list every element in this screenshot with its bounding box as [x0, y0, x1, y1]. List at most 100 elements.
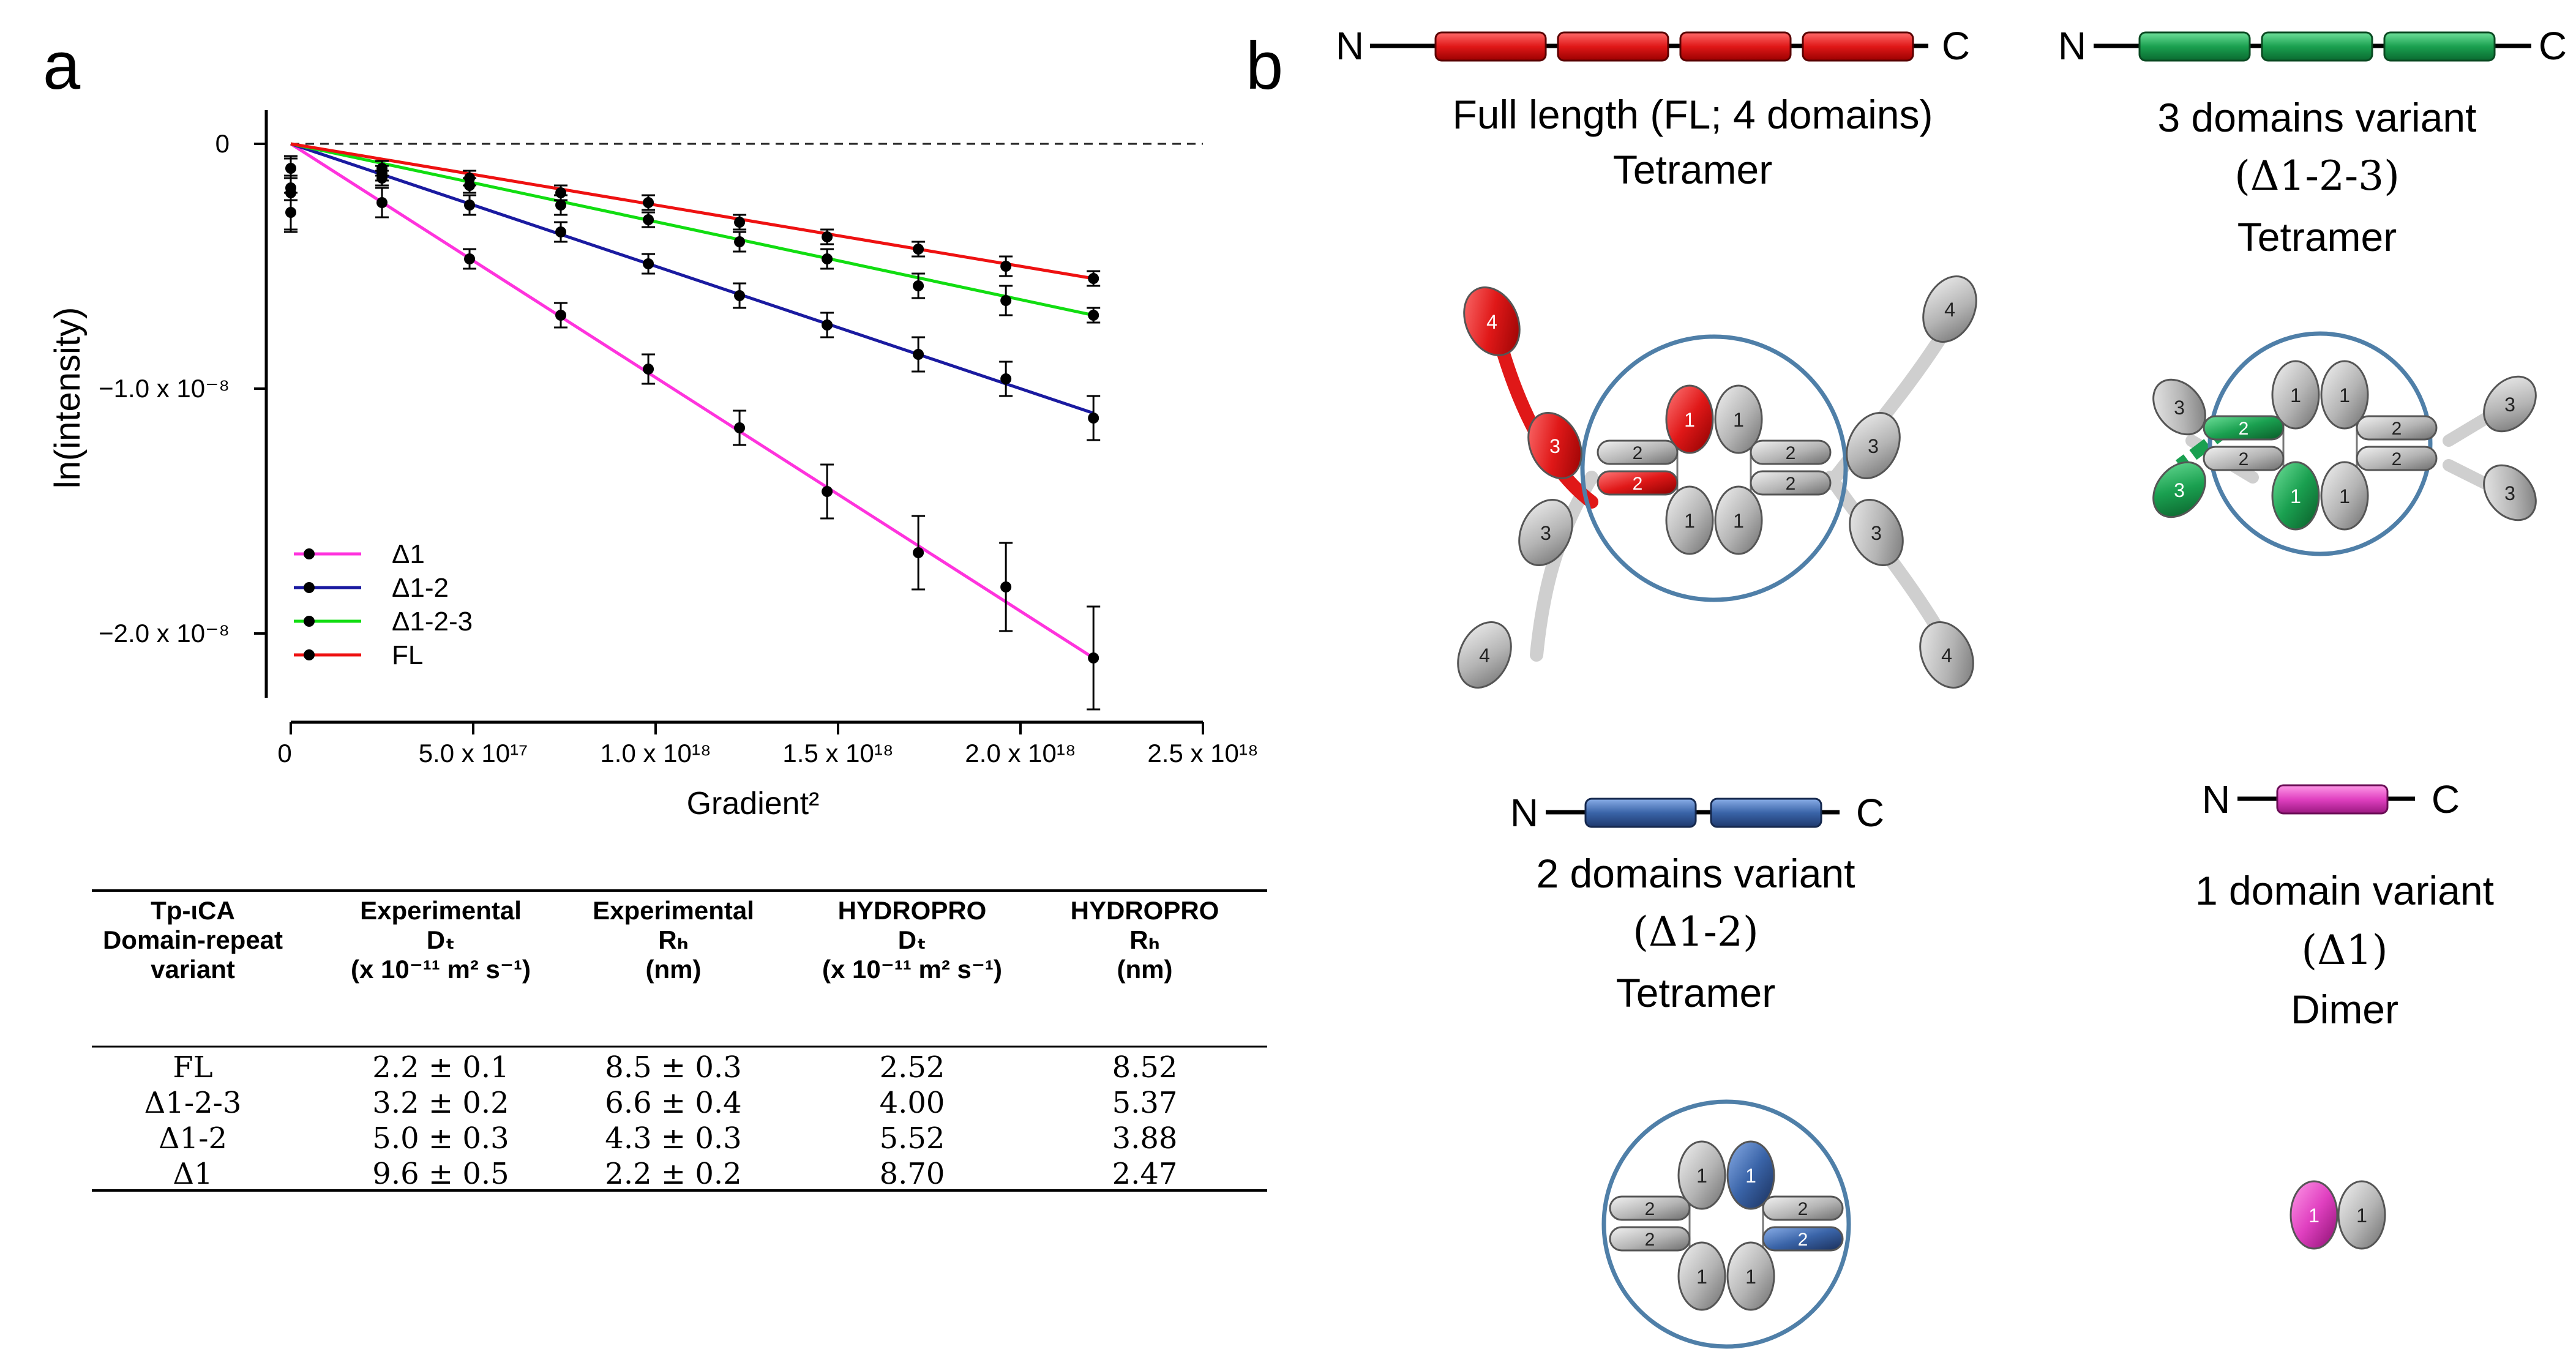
table-cell: 4.3 ± 0.3	[605, 1121, 741, 1156]
point-marker	[734, 217, 746, 228]
d12-domain-bar	[1584, 798, 1697, 828]
table-cell: Δ1-2	[159, 1121, 227, 1156]
point-marker	[734, 422, 746, 433]
data-point	[642, 253, 656, 275]
data-point	[554, 302, 568, 329]
svg-text:1: 1	[2339, 384, 2350, 406]
legend-marker	[304, 616, 315, 627]
svg-text:1: 1	[1696, 1165, 1707, 1187]
svg-text:2: 2	[1798, 1230, 1808, 1250]
data-point	[820, 463, 834, 520]
point-marker	[1000, 261, 1012, 272]
point-marker	[822, 231, 833, 242]
svg-text:3: 3	[1868, 435, 1879, 457]
table-header: Tp-ιCA Domain-repeat variant	[103, 896, 283, 984]
panel-a-label: a	[43, 28, 81, 103]
domain-ellipse: 3	[2152, 461, 2206, 518]
fl-state: Tetramer	[1613, 147, 1772, 192]
y-tick-label: 0	[215, 129, 230, 158]
fl-title: Full length (FL; 4 domains)	[1452, 92, 1933, 137]
d1-state: Dimer	[2291, 987, 2398, 1032]
data-point	[284, 157, 298, 179]
data-point	[912, 241, 926, 258]
x-tick-label: 5.0 x 10¹⁷	[419, 739, 528, 768]
point-marker	[1088, 273, 1099, 284]
svg-text:2: 2	[1633, 443, 1643, 463]
svg-text:2: 2	[2239, 419, 2249, 439]
svg-text:2: 2	[2392, 419, 2402, 439]
point-marker	[734, 290, 746, 301]
fit-line	[290, 142, 1094, 280]
svg-text:2: 2	[1645, 1230, 1655, 1250]
point-marker	[734, 236, 746, 247]
fit-line	[290, 142, 1094, 415]
table-header-line: Experimental	[360, 896, 522, 925]
oligomer-boundary	[1580, 334, 1848, 602]
legend-label: Δ1-2-3	[392, 607, 473, 637]
svg-text:3: 3	[1549, 435, 1560, 457]
svg-text:4: 4	[1944, 299, 1955, 321]
fl-domain-bar	[1557, 31, 1669, 62]
data-point	[554, 221, 568, 243]
diffusion-plot: 0 5.0 x 10¹⁷ 1.0 x 10¹⁸ 1.5 x 10¹⁸ 2.0 x 10¹…	[48, 110, 1259, 821]
data-point	[554, 184, 568, 201]
d12-n-terminus: N	[1510, 791, 1538, 835]
fl-n-terminus: N	[1336, 24, 1364, 68]
domain-pill: 2	[2203, 415, 2285, 441]
legend-marker	[304, 649, 315, 660]
d123-domain-bar	[2261, 31, 2373, 62]
fit-line	[290, 142, 1095, 660]
domain-ellipse: 3	[2483, 464, 2537, 521]
svg-text:1: 1	[2290, 485, 2301, 507]
data-point	[1087, 307, 1101, 324]
fl-domain-bars	[1434, 31, 1914, 62]
domain-pill: 2	[1762, 1226, 1844, 1252]
domain-ellipse: 1	[2271, 461, 2320, 531]
legend-entry: Δ1	[294, 539, 425, 569]
domain-pill: 2	[1609, 1195, 1691, 1221]
domain-ellipse: 1	[1726, 1241, 1775, 1311]
d123-domain-bar	[2138, 31, 2251, 62]
table-header-line: Tp-ιCA	[151, 896, 235, 925]
svg-text:2: 2	[1633, 474, 1643, 494]
d1-subtitle: (Δ1)	[2301, 927, 2387, 974]
d1-domain-bar	[2276, 784, 2389, 815]
data-point	[912, 515, 926, 591]
table-header: Experimental Dₜ (x 10⁻¹¹ m² s⁻¹)	[351, 896, 531, 984]
table-header-line: Dₜ	[427, 925, 455, 954]
x-axis-label: Gradient²	[687, 786, 820, 821]
point-marker	[1000, 373, 1012, 384]
x-tick-label: 2.0 x 10¹⁸	[965, 739, 1076, 768]
d123-n-terminus: N	[2058, 24, 2086, 68]
table-header-line: (x 10⁻¹¹ m² s⁻¹)	[351, 955, 531, 984]
domain-ellipse: 4	[1463, 286, 1521, 356]
point-marker	[376, 197, 388, 208]
data-point	[912, 272, 926, 299]
legend-entry: FL	[294, 640, 423, 670]
table-cell: Δ1	[173, 1157, 212, 1191]
svg-text:3: 3	[2504, 394, 2515, 416]
table-cell: 3.2 ± 0.2	[372, 1086, 509, 1120]
svg-text:1: 1	[1684, 409, 1695, 431]
domain-ellipse: 1	[1726, 1140, 1775, 1210]
domain-ellipse: 4	[1922, 275, 1977, 343]
domain-ellipse: 1	[1677, 1241, 1726, 1311]
data-point	[463, 170, 477, 187]
svg-text:1: 1	[1745, 1266, 1756, 1288]
data-point	[375, 187, 389, 219]
point-marker	[464, 173, 476, 184]
point-marker	[464, 253, 476, 264]
table-cell: 8.70	[880, 1157, 945, 1191]
x-tick-label: 1.0 x 10¹⁸	[600, 739, 711, 768]
fl-domain-bar	[1679, 31, 1792, 62]
legend-entry: Δ1-2	[294, 573, 449, 603]
svg-text:1: 1	[1745, 1165, 1756, 1187]
svg-text:1: 1	[1733, 409, 1744, 431]
data-point	[1087, 395, 1101, 441]
svg-text:3: 3	[1871, 522, 1882, 544]
domain-ellipse: 1	[2320, 461, 2369, 531]
table-header-line: HYDROPRO	[1071, 896, 1219, 925]
panel-b-label: b	[1246, 28, 1283, 103]
table-cell: 5.0 ± 0.3	[372, 1121, 509, 1156]
